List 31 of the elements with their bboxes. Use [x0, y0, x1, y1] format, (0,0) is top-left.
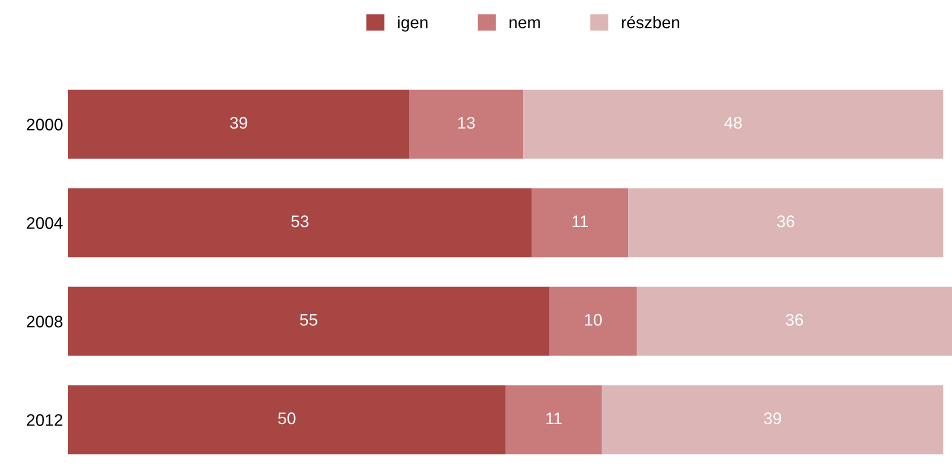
bar [68, 90, 410, 159]
data-label: 55 [300, 314, 318, 326]
bar [68, 286, 550, 356]
bar [549, 286, 637, 356]
bar [636, 286, 952, 356]
data-label: 11 [572, 216, 588, 228]
data-label: 53 [291, 215, 308, 228]
legend-label: nem [510, 19, 540, 28]
legend-label: részben [622, 16, 680, 28]
bar [532, 188, 628, 258]
y-tick-label: 2012 [26, 414, 62, 426]
data-label: 10 [585, 314, 602, 326]
data-label: 39 [230, 116, 248, 129]
bar [506, 385, 602, 454]
y-tick-label: 2004 [26, 217, 63, 229]
bar [409, 90, 524, 159]
data-label: 36 [777, 215, 794, 228]
data-label: 39 [764, 412, 782, 424]
data-label: 36 [786, 314, 803, 326]
data-label: 48 [724, 116, 742, 129]
bar [68, 385, 506, 454]
data-label: 11 [546, 412, 562, 424]
y-tick-label: 2000 [26, 118, 62, 130]
data-label: 13 [458, 116, 475, 129]
data-label: 50 [278, 412, 296, 424]
legend-label: igen [398, 16, 428, 32]
y-tick-label: 2008 [26, 316, 62, 328]
bar [602, 385, 944, 454]
bar [628, 188, 944, 258]
bar [523, 90, 944, 159]
bar [68, 188, 532, 258]
